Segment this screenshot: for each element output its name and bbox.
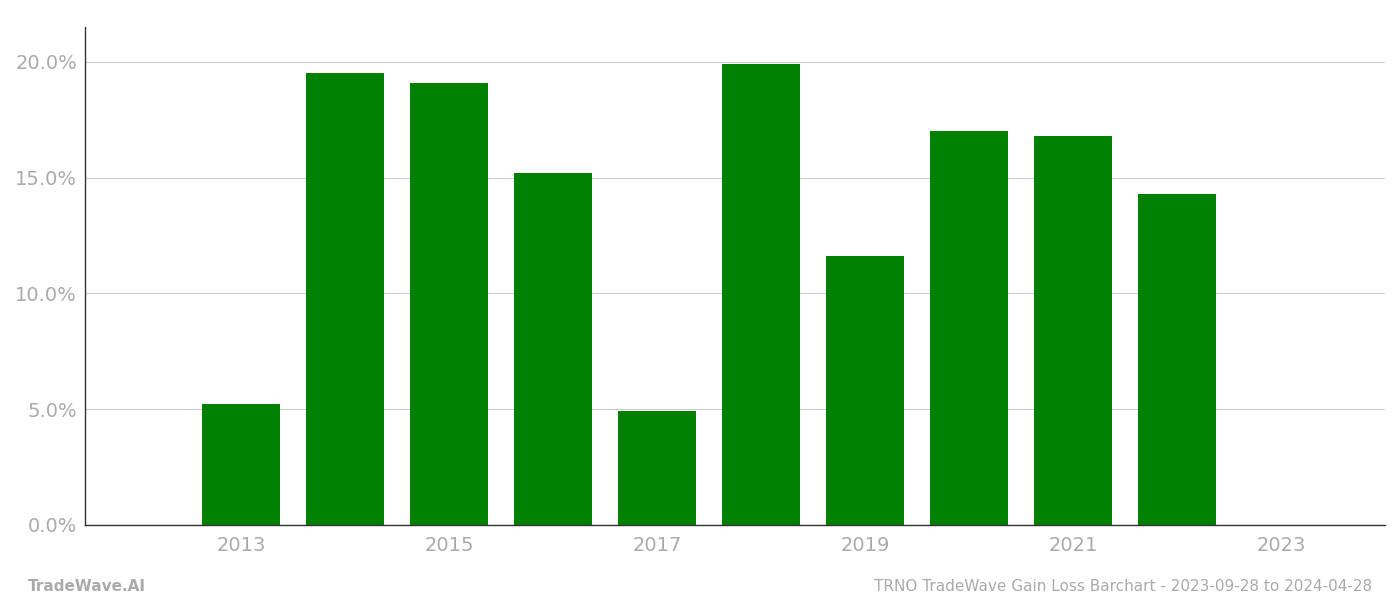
Bar: [307, 73, 384, 525]
Bar: [1138, 194, 1217, 525]
Bar: [619, 412, 696, 525]
Text: TRNO TradeWave Gain Loss Barchart - 2023-09-28 to 2024-04-28: TRNO TradeWave Gain Loss Barchart - 2023…: [874, 579, 1372, 594]
Bar: [1035, 136, 1112, 525]
Bar: [930, 131, 1008, 525]
Bar: [514, 173, 592, 525]
Bar: [410, 83, 489, 525]
Bar: [722, 64, 801, 525]
Bar: [203, 404, 280, 525]
Bar: [826, 256, 904, 525]
Text: TradeWave.AI: TradeWave.AI: [28, 579, 146, 594]
